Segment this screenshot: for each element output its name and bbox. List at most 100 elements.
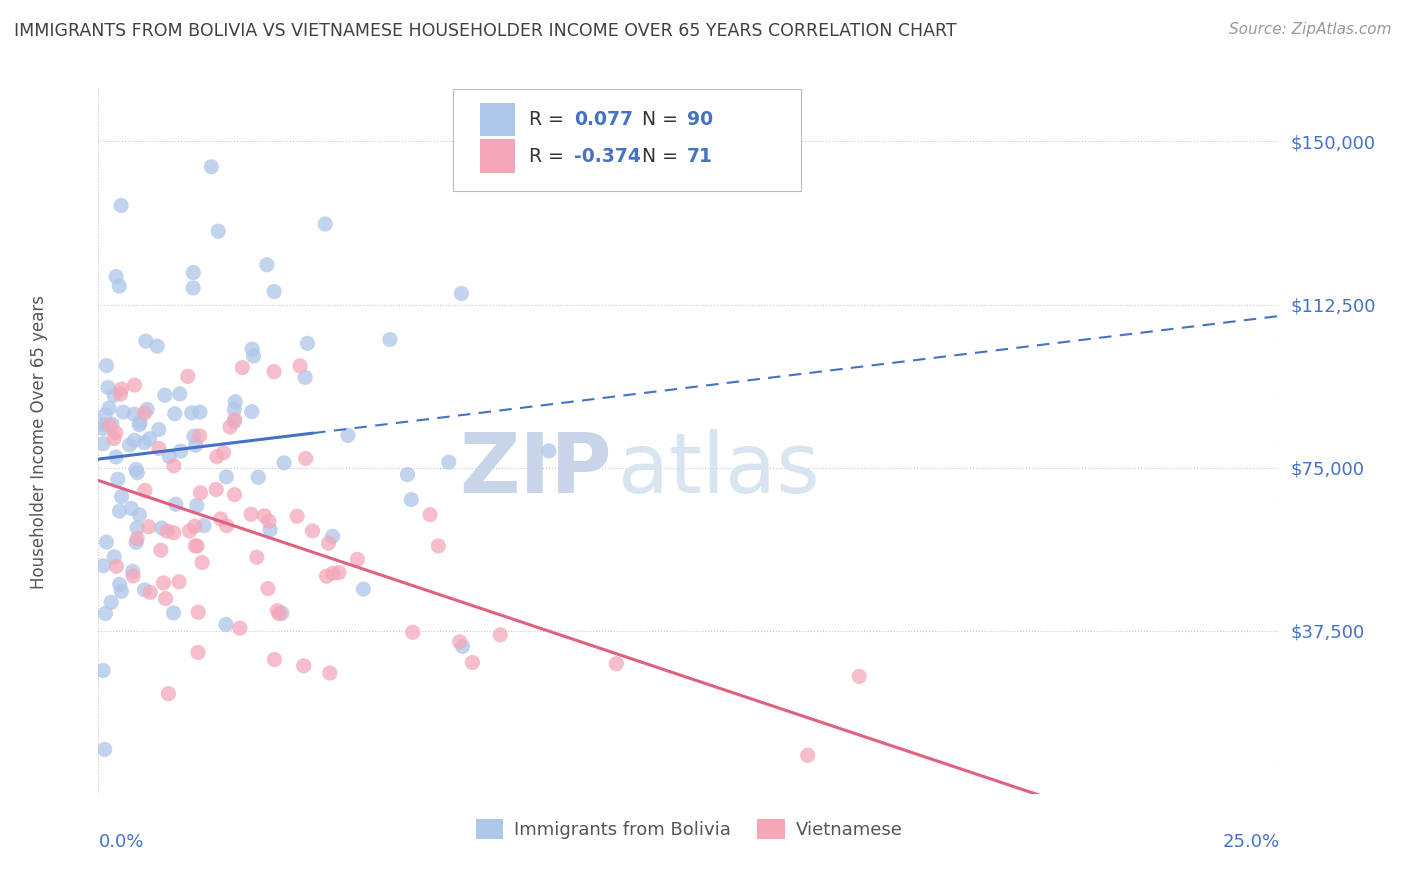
Point <box>437 455 460 469</box>
Point <box>215 518 238 533</box>
Point <box>107 472 129 486</box>
Point <box>110 387 132 401</box>
Text: R =: R = <box>530 146 571 166</box>
Point <box>110 198 132 212</box>
Point <box>98 418 121 433</box>
Point <box>224 402 246 417</box>
Point <box>605 657 627 671</box>
Point <box>239 508 262 522</box>
Point <box>153 388 176 402</box>
Point <box>183 429 205 443</box>
Point <box>129 416 152 430</box>
Point <box>163 525 186 540</box>
Point <box>537 444 560 458</box>
Point <box>146 339 169 353</box>
Point <box>263 652 285 666</box>
Point <box>103 388 125 402</box>
Point <box>489 628 512 642</box>
Point <box>207 224 229 238</box>
Point <box>246 550 269 565</box>
Point <box>98 401 121 415</box>
Point <box>451 640 474 654</box>
Text: 90: 90 <box>686 110 713 129</box>
Point <box>848 669 870 683</box>
Text: 25.0%: 25.0% <box>1222 832 1279 851</box>
Point <box>127 521 149 535</box>
Point <box>184 438 207 452</box>
FancyBboxPatch shape <box>453 89 801 192</box>
Point <box>103 432 125 446</box>
Point <box>91 558 114 573</box>
Point <box>122 569 145 583</box>
Text: 0.077: 0.077 <box>575 110 633 129</box>
Point <box>294 370 316 384</box>
Point <box>93 417 115 432</box>
Point <box>346 552 368 566</box>
Point <box>110 490 132 504</box>
Point <box>193 518 215 533</box>
Point <box>200 160 222 174</box>
Point <box>396 467 419 482</box>
Point <box>91 421 114 435</box>
Point <box>240 404 263 418</box>
Point <box>183 519 205 533</box>
Point <box>121 564 143 578</box>
Point <box>215 470 238 484</box>
Point <box>181 266 204 280</box>
Point <box>135 334 157 348</box>
Text: -0.374: -0.374 <box>575 146 641 166</box>
Point <box>796 748 818 763</box>
Point <box>294 451 316 466</box>
Point <box>110 382 132 396</box>
Point <box>266 604 288 618</box>
Point <box>212 445 235 459</box>
Point <box>336 428 359 442</box>
Point <box>209 512 232 526</box>
Point <box>253 508 276 523</box>
Point <box>461 656 484 670</box>
Point <box>314 217 336 231</box>
FancyBboxPatch shape <box>479 103 516 136</box>
Text: 0.0%: 0.0% <box>98 832 143 851</box>
Point <box>205 483 228 497</box>
Point <box>163 458 186 473</box>
Point <box>118 438 141 452</box>
Point <box>215 617 238 632</box>
Text: atlas: atlas <box>619 429 820 510</box>
Point <box>134 435 156 450</box>
Point <box>165 497 187 511</box>
Point <box>427 539 450 553</box>
Point <box>105 450 128 464</box>
Point <box>97 380 120 394</box>
Point <box>297 336 319 351</box>
Text: Source: ZipAtlas.com: Source: ZipAtlas.com <box>1229 22 1392 37</box>
Point <box>124 434 146 448</box>
Point <box>187 605 209 619</box>
Point <box>257 582 280 596</box>
Point <box>315 569 337 583</box>
Point <box>128 417 150 432</box>
Point <box>157 687 180 701</box>
Point <box>138 432 160 446</box>
Point <box>93 742 115 756</box>
Point <box>191 556 214 570</box>
Point <box>184 539 207 553</box>
Point <box>169 444 191 458</box>
Point <box>96 359 118 373</box>
Point <box>103 549 125 564</box>
Point <box>127 466 149 480</box>
Point <box>108 504 131 518</box>
Point <box>318 536 340 550</box>
Point <box>257 514 280 528</box>
Text: Householder Income Over 65 years: Householder Income Over 65 years <box>31 294 48 589</box>
Point <box>229 621 252 635</box>
Point <box>125 535 148 549</box>
Point <box>169 387 191 401</box>
Point <box>224 415 246 429</box>
Text: N =: N = <box>641 110 683 129</box>
Point <box>120 501 142 516</box>
Point <box>163 407 186 421</box>
Text: 71: 71 <box>686 146 713 166</box>
Point <box>188 429 211 443</box>
Point <box>91 664 114 678</box>
